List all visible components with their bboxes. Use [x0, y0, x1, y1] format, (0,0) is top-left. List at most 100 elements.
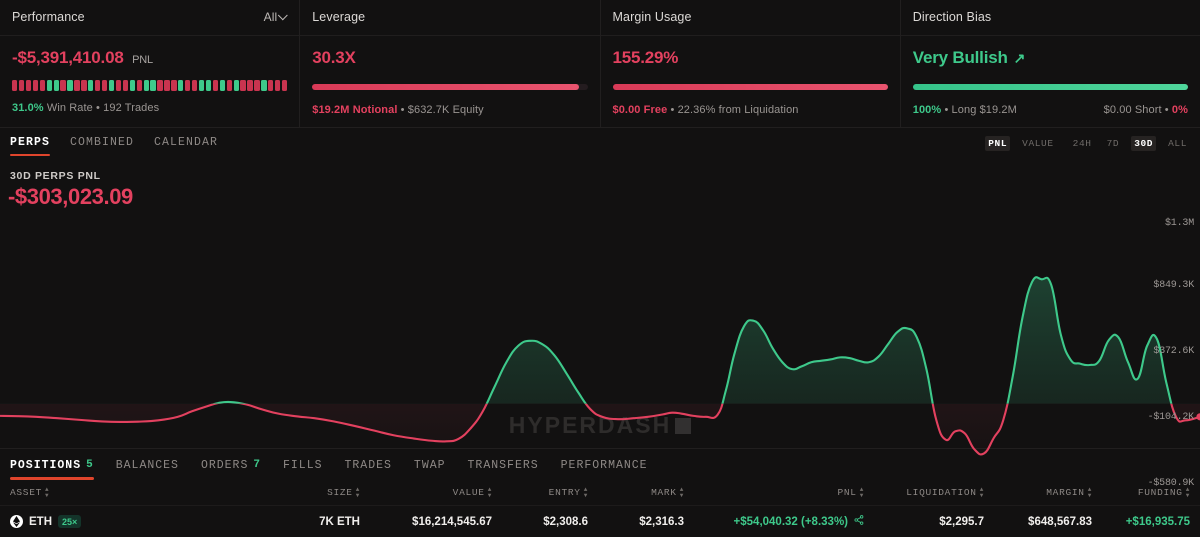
margin-usage-footer: $0.00 Free • 22.36% from Liquidation — [613, 104, 888, 116]
card-direction-bias-title: Direction Bias — [912, 10, 992, 24]
eth-coin-icon — [10, 515, 23, 528]
cell-margin: $648,567.83 — [1028, 515, 1092, 528]
sort-control[interactable]: ASSET ▲ ▼ — [10, 487, 49, 499]
leverage-bar-track — [312, 84, 588, 90]
trade-tick — [261, 80, 267, 91]
cell-mark: $2,316.3 — [639, 515, 684, 528]
trade-tick — [164, 80, 170, 91]
col-value[interactable]: VALUE ▲ ▼ — [360, 479, 492, 506]
chart-metric-controls: PNL VALUE — [985, 136, 1056, 151]
label: 7D — [1106, 138, 1120, 149]
chart-tab-combined[interactable]: COMBINED — [70, 136, 134, 156]
bottom-tab-performance[interactable]: PERFORMANCE — [561, 459, 648, 480]
trade-tick — [171, 80, 177, 91]
trade-tick — [67, 80, 73, 91]
trade-tick — [115, 80, 122, 91]
col-label: MARGIN — [1046, 487, 1085, 498]
cell-size: 7K ETH — [319, 515, 360, 528]
metric-pnl[interactable]: PNL — [985, 136, 1011, 151]
positions-table-header-row: ASSET ▲ ▼ SIZE ▲ ▼ VALUE ▲ ▼ ENTRY ▲ ▼ MARK ▲ ▼ PNL ▲ ▼ LI… — [0, 479, 1200, 506]
sort-control[interactable]: VALUE ▲ ▼ — [453, 487, 492, 499]
bottom-tab-balances[interactable]: BALANCES — [116, 459, 179, 480]
sort-control[interactable]: ENTRY ▲ ▼ — [549, 487, 588, 499]
direction-bias-value: Very Bullish ↗ — [913, 49, 1188, 66]
trade-tick — [88, 80, 94, 91]
trade-tick — [247, 80, 253, 91]
metric-value[interactable]: VALUE — [1019, 136, 1057, 151]
footer-part: $0.00 Free — [612, 104, 668, 116]
chart-tab-perps[interactable]: PERPS — [10, 136, 51, 156]
col-liquidation[interactable]: LIQUIDATION ▲ ▼ — [864, 479, 984, 506]
sort-arrows-icon: ▲ ▼ — [859, 486, 864, 499]
card-performance-title: Performance — [12, 10, 85, 24]
footer-part: $0.00 Short • — [1103, 104, 1172, 116]
direction-bias-bar-fill — [912, 84, 1188, 90]
range-30d[interactable]: 30D — [1131, 136, 1157, 151]
chart-tabs: PERPS COMBINED CALENDAR — [10, 136, 218, 156]
trade-tick — [129, 80, 135, 91]
bottom-tab-fills[interactable]: FILLS — [283, 459, 323, 480]
pnl-chart[interactable] — [0, 224, 1200, 484]
range-24h[interactable]: 24H — [1070, 136, 1095, 151]
range-7d[interactable]: 7D — [1104, 136, 1123, 151]
margin-usage-bar-fill — [612, 84, 888, 90]
sort-control[interactable]: MARK ▲ ▼ — [651, 487, 684, 499]
performance-trade-ticks — [12, 80, 288, 91]
sort-control[interactable]: LIQUIDATION ▲ ▼ — [906, 487, 984, 499]
col-mark[interactable]: MARK ▲ ▼ — [588, 479, 684, 506]
bottom-tab-positions[interactable]: POSITIONS 5 — [10, 459, 94, 480]
performance-pnl-value: -$5,391,410.08 PNL — [12, 49, 287, 66]
sort-arrows-icon: ▲ ▼ — [1087, 486, 1092, 499]
chart-section: PERPS COMBINED CALENDAR PNL VALUE 24H 7D 30D A… — [0, 128, 1200, 489]
col-margin[interactable]: MARGIN ▲ ▼ — [984, 479, 1092, 506]
col-label: FUNDING — [1137, 487, 1183, 498]
cell-funding: +$16,935.75 — [1125, 515, 1190, 528]
trade-tick — [108, 80, 115, 91]
col-pnl[interactable]: PNL ▲ ▼ — [684, 479, 864, 506]
footer-part: • — [397, 104, 408, 116]
sort-control[interactable]: MARGIN ▲ ▼ — [1046, 486, 1092, 499]
direction-bias-short: $0.00 Short • 0% — [1104, 104, 1188, 116]
cell-asset: ETH 25× — [0, 506, 252, 537]
footer-part: 100% — [912, 104, 942, 116]
bottom-tab-transfers[interactable]: TRANSFERS — [468, 459, 539, 480]
card-direction-bias-body: Very Bullish ↗ 100% • Long $19.2M $0.00 … — [912, 36, 1188, 127]
card-performance-header: Performance All — [0, 9, 300, 36]
col-entry[interactable]: ENTRY ▲ ▼ — [492, 479, 588, 506]
label: ORDERS — [200, 458, 249, 472]
table-row[interactable]: ETH 25× 7K ETH $16,214,545.67 $2,308.6 $2,316… — [0, 506, 1200, 537]
col-size[interactable]: SIZE ▲ ▼ — [252, 479, 360, 506]
trade-tick — [46, 80, 52, 91]
sort-arrows-icon: ▲ ▼ — [1185, 486, 1190, 499]
chevron-down-icon — [278, 9, 288, 20]
bottom-tab-twap[interactable]: TWAP — [414, 459, 446, 480]
col-asset[interactable]: ASSET ▲ ▼ — [0, 479, 252, 506]
y-axis-tick: -$580.9K — [1147, 478, 1195, 489]
card-margin-usage-header: Margin Usage — [600, 10, 900, 36]
count-badge: 5 — [86, 459, 94, 471]
label: CALENDAR — [154, 136, 219, 149]
col-funding[interactable]: FUNDING ▲ ▼ — [1092, 479, 1200, 506]
performance-filter-dropdown[interactable]: All — [264, 9, 288, 24]
footer-part: $19.2M Notional — [312, 104, 398, 116]
count-badge: 7 — [253, 459, 261, 471]
label: POSITIONS — [10, 458, 82, 472]
performance-pnl-suffix: PNL — [132, 54, 153, 66]
positions-table: ASSET ▲ ▼ SIZE ▲ ▼ VALUE ▲ ▼ ENTRY ▲ ▼ MARK ▲ ▼ PNL ▲ ▼ LI… — [0, 479, 1200, 537]
chart-tab-calendar[interactable]: CALENDAR — [154, 136, 218, 156]
trade-tick — [281, 80, 288, 91]
col-label: PNL — [837, 487, 857, 498]
sort-control[interactable]: PNL ▲ ▼ — [837, 486, 864, 499]
chart-subtitle: 30D PERPS PNL — [10, 170, 101, 182]
range-all[interactable]: ALL — [1165, 136, 1190, 151]
label: VALUE — [1022, 138, 1054, 149]
col-label: ASSET — [10, 487, 43, 498]
bottom-tab-orders[interactable]: ORDERS 7 — [201, 459, 261, 480]
card-margin-usage-title: Margin Usage — [612, 10, 692, 24]
share-icon[interactable] — [854, 515, 864, 528]
sort-control[interactable]: SIZE ▲ ▼ — [327, 487, 360, 499]
sort-control[interactable]: FUNDING ▲ ▼ — [1137, 486, 1190, 499]
bottom-tab-trades[interactable]: TRADES — [345, 459, 392, 480]
footer-part: Win Rate — [43, 102, 93, 114]
stat-cards: Performance All -$5,391,410.08 PNL 31.0%… — [0, 0, 1200, 128]
